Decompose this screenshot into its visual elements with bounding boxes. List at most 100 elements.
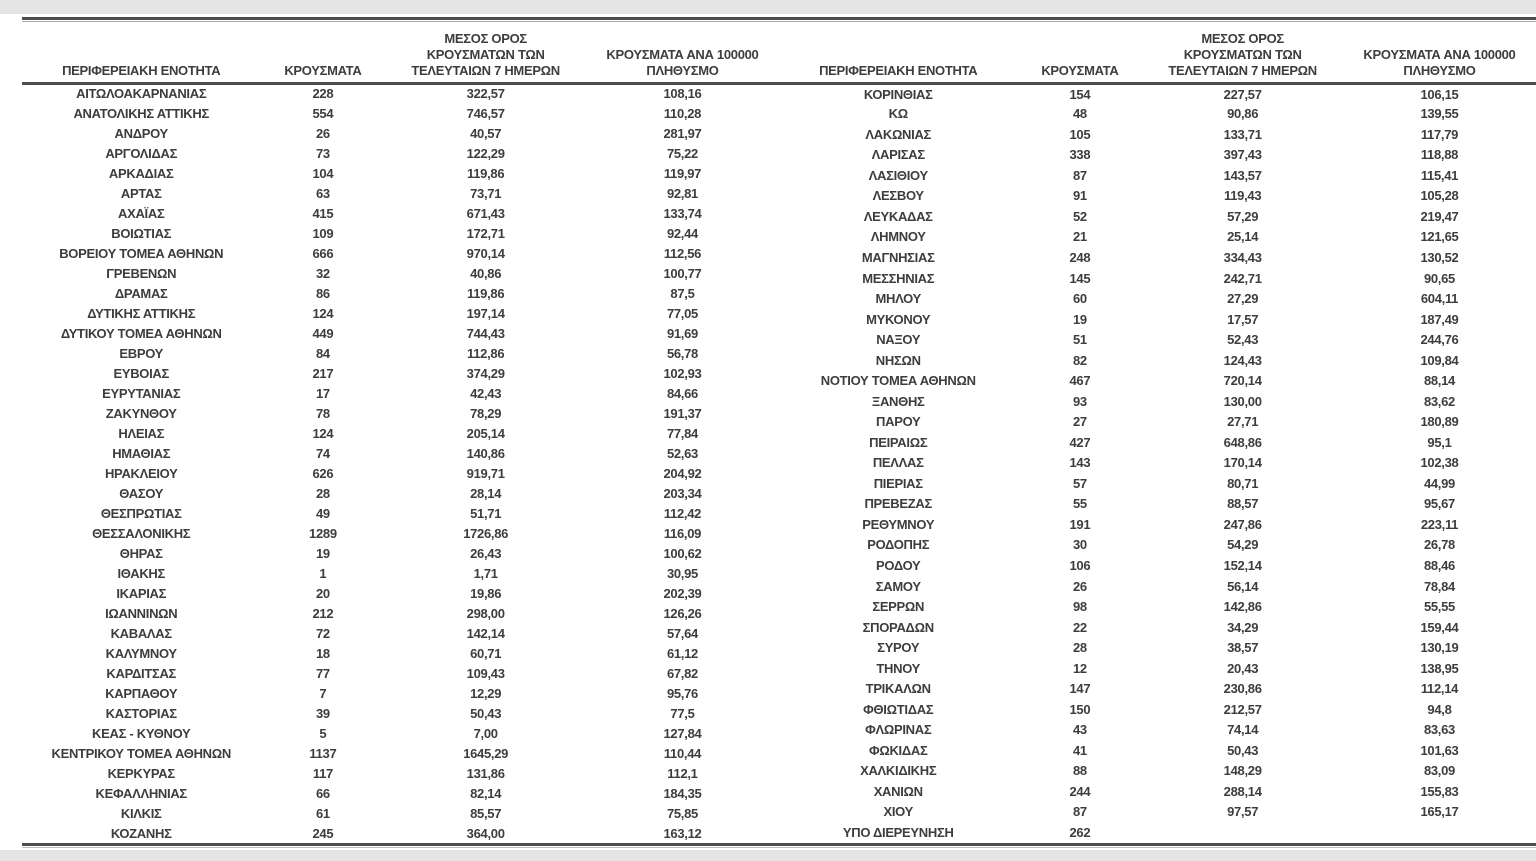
cell-per100k: 87,5: [670, 285, 695, 301]
cell-per100k: 119,97: [663, 165, 702, 181]
cell-per100k: 52,63: [666, 445, 698, 461]
table-row: ΦΛΩΡΙΝΑΣ 43 74,14 83,63: [779, 719, 1536, 740]
col-header-cases: ΚΡΟΥΣΜΑΤΑ: [260, 22, 386, 85]
cell-avg7days: 88,57: [1227, 496, 1259, 512]
cell-region: ΑΡΤΑΣ: [120, 185, 162, 201]
cell-region: ΚΕΝΤΡΙΚΟΥ ΤΟΜΕΑ ΑΘΗΝΩΝ: [51, 745, 231, 761]
table-row: ΕΥΡΥΤΑΝΙΑΣ 17 42,43 84,66: [22, 383, 779, 403]
cell-cases: 84: [315, 345, 330, 361]
cell-avg7days: 1645,29: [463, 745, 509, 761]
table-row: ΤΗΝΟΥ 12 20,43 138,95: [779, 658, 1536, 679]
cell-per100k: 112,14: [1420, 681, 1459, 697]
cell-cases: 145: [1069, 270, 1091, 286]
cell-cases: 22: [1072, 619, 1087, 635]
cell-per100k: 83,09: [1423, 763, 1455, 779]
table-row: ΑΙΤΩΛΟΑΚΑΡΝΑΝΙΑΣ 228 322,57 108,16: [22, 83, 779, 103]
table-row: ΚΕΦΑΛΛΗΝΙΑΣ 66 82,14 184,35: [22, 783, 779, 803]
cell-region: ΧΙΟΥ: [883, 804, 913, 820]
table-row: ΦΩΚΙΔΑΣ 41 50,43 101,63: [779, 740, 1536, 761]
cell-per100k: 100,77: [663, 265, 702, 281]
table-row: ΖΑΚΥΝΘΟΥ 78 78,29 191,37: [22, 403, 779, 423]
cell-cases: 20: [315, 585, 330, 601]
cell-region: ΔΥΤΙΚΟΥ ΤΟΜΕΑ ΑΘΗΝΩΝ: [60, 325, 222, 341]
cell-avg7days: 334,43: [1223, 250, 1262, 266]
table-row: ΧΑΛΚΙΔΙΚΗΣ 88 148,29 83,09: [779, 761, 1536, 782]
table-row: ΓΡΕΒΕΝΩΝ 32 40,86 100,77: [22, 263, 779, 283]
cell-per100k: 191,37: [663, 405, 702, 421]
cell-avg7days: 27,29: [1227, 291, 1259, 307]
table-row: ΚΑΒΑΛΑΣ 72 142,14 57,64: [22, 623, 779, 643]
cell-region: ΚΟΖΑΝΗΣ: [110, 825, 172, 841]
cell-cases: 28: [315, 485, 330, 501]
cell-cases: 48: [1072, 106, 1087, 122]
table-row: ΚΑΡΔΙΤΣΑΣ 77 109,43 67,82: [22, 663, 779, 683]
cell-per100k: 83,62: [1423, 393, 1455, 409]
cell-avg7days: 27,71: [1227, 414, 1259, 430]
cell-cases: 1137: [309, 745, 337, 761]
table-row: ΣΥΡΟΥ 28 38,57 130,19: [779, 637, 1536, 658]
table-row: ΑΝΑΤΟΛΙΚΗΣ ΑΤΤΙΚΗΣ 554 746,57 110,28: [22, 103, 779, 123]
cell-avg7days: 78,29: [470, 405, 502, 421]
table-row: ΛΕΥΚΑΔΑΣ 52 57,29 219,47: [779, 206, 1536, 227]
cell-region: ΗΛΕΙΑΣ: [118, 425, 165, 441]
cell-avg7days: 54,29: [1227, 537, 1259, 553]
table-row: ΠΡΕΒΕΖΑΣ 55 88,57 95,67: [779, 494, 1536, 515]
cell-per100k: 112,1: [667, 765, 698, 781]
table-row: ΧΑΝΙΩΝ 244 288,14 155,83: [779, 781, 1536, 802]
cell-per100k: 88,46: [1423, 557, 1455, 573]
cell-per100k: 112,42: [663, 505, 702, 521]
cell-per100k: 219,47: [1420, 208, 1459, 224]
cell-per100k: 56,78: [666, 345, 698, 361]
left-table-body: ΑΙΤΩΛΟΑΚΑΡΝΑΝΙΑΣ 228 322,57 108,16 ΑΝΑΤΟΛΙΚΗ…: [22, 83, 779, 843]
cell-region: ΚΩ: [888, 106, 909, 122]
cell-cases: 415: [312, 205, 334, 221]
table-row: ΗΜΑΘΙΑΣ 74 140,86 52,63: [22, 443, 779, 463]
right-table-body: ΚΟΡΙΝΘΙΑΣ 154 227,57 106,15 ΚΩ 48 90,86 139,55 Λ…: [779, 83, 1536, 843]
cell-per100k: 155,83: [1420, 783, 1459, 799]
cell-avg7days: 227,57: [1223, 86, 1262, 102]
table-row: ΣΑΜΟΥ 26 56,14 78,84: [779, 576, 1536, 597]
cell-per100k: 30,95: [666, 565, 698, 581]
cell-cases: 12: [1072, 660, 1087, 676]
cell-cases: 74: [315, 445, 330, 461]
cell-region: ΑΙΤΩΛΟΑΚΑΡΝΑΝΙΑΣ: [76, 86, 207, 102]
cell-per100k: 57,64: [666, 625, 698, 641]
cell-cases: 41: [1072, 742, 1087, 758]
cell-cases: 245: [312, 825, 334, 841]
cell-avg7days: [1142, 822, 1343, 843]
cell-per100k: 92,44: [666, 225, 698, 241]
cell-per100k: 163,12: [663, 825, 702, 841]
cell-per100k: 204,92: [663, 465, 702, 481]
header-row: ΠΕΡΙΦΕΡΕΙΑΚΗ ΕΝΟΤΗΤΑ ΚΡΟΥΣΜΑΤΑ ΜΕΣΟΣ ΟΡΟ…: [22, 22, 779, 85]
cell-cases: 78: [315, 405, 330, 421]
cell-region: ΣΠΟΡΑΔΩΝ: [862, 619, 934, 635]
cell-avg7days: 720,14: [1223, 373, 1262, 389]
cell-region: ΚΕΡΚΥΡΑΣ: [107, 765, 176, 781]
cell-cases: 91: [1072, 188, 1087, 204]
table-row: ΝΗΣΩΝ 82 124,43 109,84: [779, 350, 1536, 371]
cell-per100k: 116,09: [663, 525, 702, 541]
cell-region: ΘΗΡΑΣ: [119, 545, 163, 561]
cell-per100k: 77,05: [666, 305, 698, 321]
cell-avg7days: 109,43: [466, 665, 505, 681]
cell-cases: 77: [315, 665, 330, 681]
cell-per100k: 130,52: [1420, 250, 1459, 266]
cell-avg7days: 119,86: [467, 285, 505, 301]
table-row: ΠΙΕΡΙΑΣ 57 80,71 44,99: [779, 473, 1536, 494]
cell-per100k: 115,41: [1420, 167, 1459, 183]
col-header-avg7days: ΜΕΣΟΣ ΟΡΟΣ ΚΡΟΥΣΜΑΤΩΝ ΤΩΝ ΤΕΛΕΥΤΑΙΩΝ 7 Η…: [385, 22, 586, 85]
cell-avg7days: 242,71: [1223, 270, 1262, 286]
col-header-avg7days: ΜΕΣΟΣ ΟΡΟΣ ΚΡΟΥΣΜΑΤΩΝ ΤΩΝ ΤΕΛΕΥΤΑΙΩΝ 7 Η…: [1142, 22, 1343, 85]
cell-cases: 86: [315, 285, 330, 301]
cell-avg7days: 7,00: [473, 725, 498, 741]
cell-per100k: 202,39: [663, 585, 702, 601]
cell-region: ΚΑΛΥΜΝΟΥ: [105, 645, 177, 661]
table-row: ΤΡΙΚΑΛΩΝ 147 230,86 112,14: [779, 678, 1536, 699]
cell-cases: 244: [1069, 783, 1091, 799]
col-header-per100k: ΚΡΟΥΣΜΑΤΑ ΑΝΑ 100000 ΠΛΗΘΥΣΜΟ: [585, 22, 779, 85]
table-row: ΝΑΞΟΥ 51 52,43 244,76: [779, 329, 1536, 350]
table-row: ΚΙΛΚΙΣ 61 85,57 75,85: [22, 803, 779, 823]
col-header-per100k: ΚΡΟΥΣΜΑΤΑ ΑΝΑ 100000 ΠΛΗΘΥΣΜΟ: [1342, 22, 1536, 85]
cell-region: ΚΕΦΑΛΛΗΝΙΑΣ: [95, 785, 188, 801]
cell-region: ΛΕΥΚΑΔΑΣ: [863, 208, 933, 224]
